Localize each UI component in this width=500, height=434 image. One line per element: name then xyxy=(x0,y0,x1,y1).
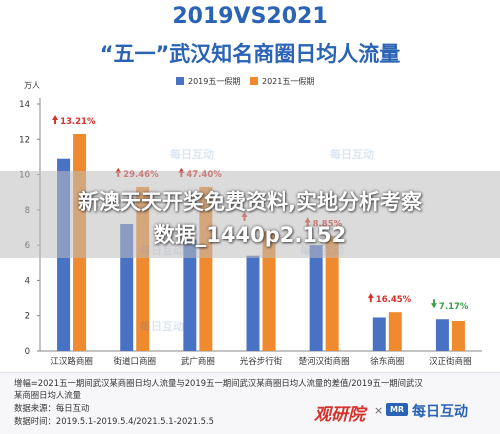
x-tick-label: 楚河汉街商圈 xyxy=(299,356,350,367)
y-tick-label: 4 xyxy=(25,276,30,286)
chart-watermark-text: 每日互动 xyxy=(170,147,214,161)
bar-2021 xyxy=(325,236,339,351)
footnote-line1: 增幅=2021五一期间武汉某商圈日均人流量与2019五一期间武汉某商圈日均人流量… xyxy=(14,378,423,388)
y-axis-unit: 万人 xyxy=(24,81,40,90)
change-percent-label: 7.17% xyxy=(439,302,469,312)
bar-2019 xyxy=(372,317,386,351)
overlay-text-line1: 新澳天天开奖免费资料,实地分析考察 xyxy=(78,190,422,214)
y-tick-label: 2 xyxy=(25,312,30,322)
y-tick-label: 0 xyxy=(25,347,30,357)
chart-watermark-text: 每日互动 xyxy=(330,147,374,161)
x-tick-label: 江汉路商圈 xyxy=(50,356,93,367)
change-percent-label: 16.45% xyxy=(376,295,412,305)
change-percent-label: 13.21% xyxy=(60,117,96,127)
x-tick-label: 汉正街商圈 xyxy=(429,356,472,367)
bar-2019 xyxy=(435,319,449,351)
bar-2021 xyxy=(451,321,465,351)
x-tick-label: 光谷步行街 xyxy=(240,356,283,367)
brand-logo-meirihudong: 每日互动 xyxy=(412,404,468,420)
watermark-overlay-band xyxy=(0,171,500,258)
chart-header: 2019VS2021 “五一”武汉知名商圈日均人流量 xyxy=(0,0,500,80)
legend-label-2021: 2021五一假期 xyxy=(262,77,314,86)
x-tick-label: 武广商圈 xyxy=(181,356,215,367)
y-tick-label: 14 xyxy=(19,100,30,110)
increase-arrow-icon xyxy=(52,114,59,124)
legend-label-2019: 2019五一假期 xyxy=(188,77,240,86)
bar-2021 xyxy=(388,312,402,351)
bar-2019 xyxy=(246,255,260,351)
x-tick-label: 街道口商圈 xyxy=(113,356,156,367)
data-period: 数据时间：2019.5.1-2019.5.4/2021.5.1-2021.5.5 xyxy=(14,416,214,426)
bar-2019 xyxy=(183,239,197,351)
footnote-line2: 某商圈日均人流量 xyxy=(14,390,81,400)
legend-swatch-2021 xyxy=(250,77,258,85)
chart-watermark-text: 每日互动 xyxy=(140,319,184,333)
chart-title: “五一”武汉知名商圈日均人流量 xyxy=(99,42,401,66)
brand-separator: × xyxy=(374,404,384,417)
chart-title-year: 2019VS2021 xyxy=(172,4,328,29)
bar-2021 xyxy=(262,231,276,351)
y-tick-label: 12 xyxy=(19,135,30,145)
increase-arrow-icon xyxy=(367,293,374,303)
brand-logo-guanyanyuan: 观研院 xyxy=(314,405,365,425)
overlay-text-line2: 数据_1440p2.152 xyxy=(153,223,347,247)
x-tick-label: 徐东商圈 xyxy=(370,356,404,367)
data-source: 数据来源：每日互动 xyxy=(14,403,90,413)
decrease-arrow-icon xyxy=(430,299,437,309)
brand-logo-mark: MR xyxy=(386,403,408,416)
chart-footer xyxy=(0,372,500,434)
legend-swatch-2019 xyxy=(176,77,184,85)
bar-2019 xyxy=(309,245,323,351)
